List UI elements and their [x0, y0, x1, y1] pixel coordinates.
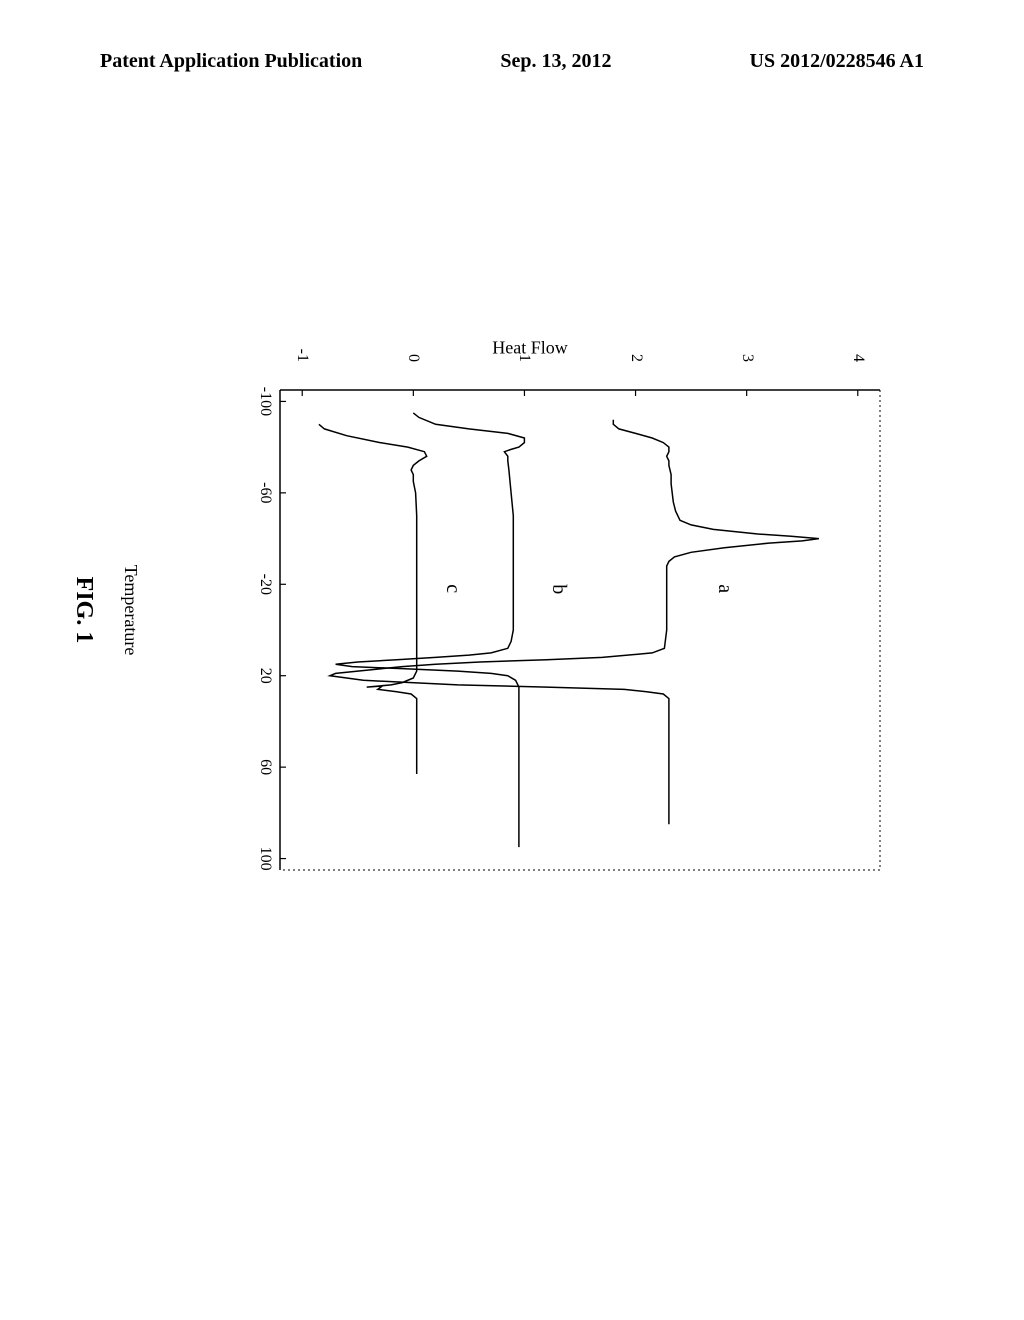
y-tick-label: 0 — [404, 354, 422, 362]
y-tick-label: 4 — [849, 354, 867, 362]
header-center: Sep. 13, 2012 — [500, 50, 611, 73]
series-label-b: b — [547, 584, 570, 594]
y-tick-label: 1 — [515, 354, 533, 362]
y-tick-label: 3 — [738, 354, 756, 362]
x-tick-label: -100 — [256, 387, 274, 416]
figure-caption: FIG. 1 — [70, 577, 97, 644]
y-tick-label: -1 — [293, 349, 311, 362]
series-label-a: a — [713, 584, 736, 593]
y-tick-label: 2 — [627, 354, 645, 362]
x-tick-label: -60 — [256, 482, 274, 503]
x-tick-label: 60 — [256, 759, 274, 775]
figure-container: Heat Flow Temperature FIG. 1 abc -100-60… — [160, 340, 900, 880]
dsc-chart — [210, 340, 900, 900]
header-left: Patent Application Publication — [100, 50, 362, 73]
header-right: US 2012/0228546 A1 — [750, 50, 924, 73]
chart-area: Heat Flow Temperature FIG. 1 abc -100-60… — [160, 340, 900, 880]
x-tick-label: 20 — [256, 668, 274, 684]
x-axis-label: Temperature — [120, 565, 141, 656]
series-label-c: c — [441, 584, 464, 593]
x-tick-label: 100 — [256, 847, 274, 871]
x-tick-label: -20 — [256, 574, 274, 595]
